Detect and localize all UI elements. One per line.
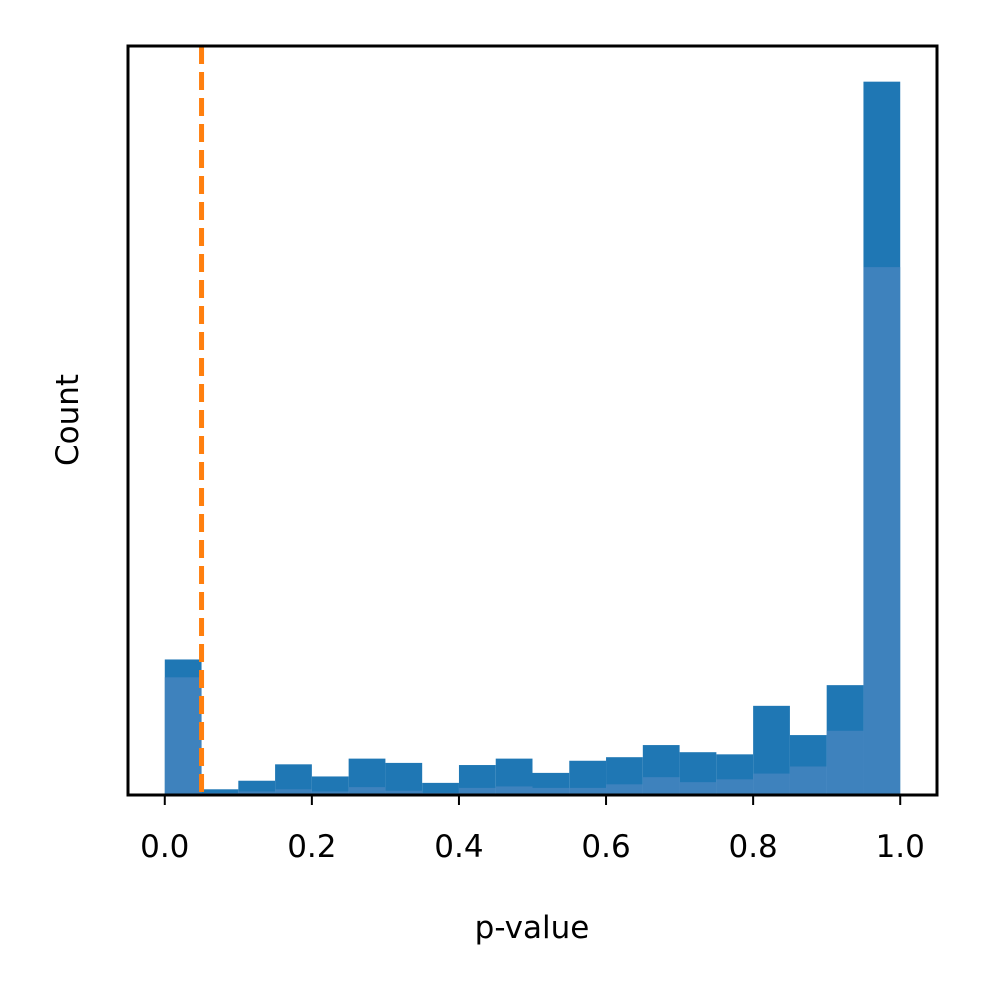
histogram-bar-series-2-bin-18 [789, 766, 827, 795]
histogram-bar-series-2-bin-6 [348, 787, 386, 795]
bars-layer [164, 81, 901, 796]
histogram-bar-series-2-bin-1 [164, 677, 202, 795]
histogram-bar-series-2-bin-12 [569, 787, 607, 795]
histogram-bar-series-2-bin-16 [716, 779, 754, 795]
x-ticks-layer: 0.0 0.2 0.4 0.6 0.8 1.0 [140, 795, 925, 865]
x-tick-label: 0.8 [728, 829, 777, 865]
x-tick-label: 0.2 [287, 829, 336, 865]
histogram-bar-series-2-bin-14 [642, 777, 680, 795]
x-tick-label: 0.4 [434, 829, 483, 865]
histogram-bar-series-2-bin-3 [238, 791, 276, 795]
histogram-bar-series-2-bin-13 [606, 784, 643, 795]
histogram-bar-series-1-bin-5 [311, 776, 349, 795]
histogram-bar-series-2-bin-9 [458, 787, 496, 795]
x-axis-label: p-value [475, 910, 590, 946]
histogram-bar-series-1-bin-7 [385, 762, 423, 795]
histogram-bar-series-1-bin-2 [201, 789, 239, 795]
histogram-bar-series-2-bin-17 [753, 773, 790, 795]
histogram-bar-series-2-bin-4 [275, 789, 312, 795]
histogram-bar-series-2-bin-5 [311, 791, 349, 795]
histogram-bar-series-2-bin-11 [532, 787, 570, 795]
histogram-bar-series-2-bin-15 [679, 782, 717, 795]
x-tick-label: 0.6 [581, 829, 630, 865]
x-tick-label: 1.0 [876, 829, 925, 865]
x-tick-label: 0.0 [140, 829, 189, 865]
histogram-bar-series-2-bin-10 [495, 786, 533, 795]
y-axis-label: Count [50, 374, 86, 466]
histogram-bar-series-2-bin-20 [863, 267, 901, 796]
histogram-bar-series-1-bin-8 [422, 782, 459, 795]
plot-frame [126, 44, 939, 797]
histogram-bar-series-2-bin-7 [385, 790, 423, 795]
histogram-bar-series-2-bin-19 [826, 730, 864, 795]
